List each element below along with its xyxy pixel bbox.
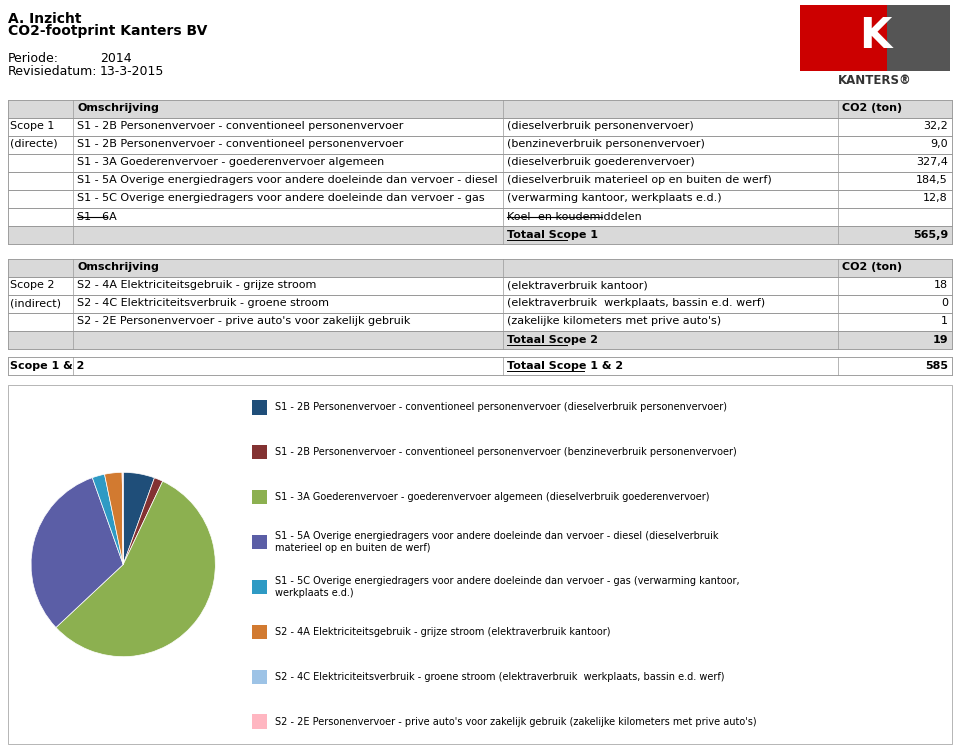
Text: 0: 0 <box>941 298 948 308</box>
Text: CO2-footprint Kanters BV: CO2-footprint Kanters BV <box>8 24 207 38</box>
Text: S1 - 6A: S1 - 6A <box>77 212 117 222</box>
Wedge shape <box>92 474 123 565</box>
Text: (elektraverbruik kantoor): (elektraverbruik kantoor) <box>507 280 648 290</box>
Text: (dieselverbruik materieel op en buiten de werf): (dieselverbruik materieel op en buiten d… <box>507 175 772 185</box>
Text: 327,4: 327,4 <box>916 157 948 167</box>
Text: (verwarming kantoor, werkplaats e.d.): (verwarming kantoor, werkplaats e.d.) <box>507 193 722 203</box>
Text: Revisiedatum:: Revisiedatum: <box>8 65 98 78</box>
Text: (directe): (directe) <box>10 139 58 149</box>
Text: KANTERS®: KANTERS® <box>838 74 912 87</box>
Bar <box>252 580 267 594</box>
Text: Scope 1 & 2: Scope 1 & 2 <box>10 361 84 371</box>
Bar <box>887 5 950 71</box>
Text: CO2 (ton): CO2 (ton) <box>842 262 902 272</box>
Wedge shape <box>122 473 123 565</box>
Bar <box>8 136 952 154</box>
Text: S2 - 2E Personenvervoer - prive auto's voor zakelijk gebruik (zakelijke kilomete: S2 - 2E Personenvervoer - prive auto's v… <box>276 717 757 727</box>
Text: S2 - 4A Elektriciteitsgebruik - grijze stroom: S2 - 4A Elektriciteitsgebruik - grijze s… <box>77 280 317 290</box>
Bar <box>8 357 952 375</box>
Bar <box>252 535 267 549</box>
Text: Omschrijving: Omschrijving <box>77 103 158 113</box>
Bar <box>252 625 267 639</box>
Text: K: K <box>859 14 891 57</box>
Bar <box>252 490 267 504</box>
Wedge shape <box>123 478 162 565</box>
Text: 18: 18 <box>934 280 948 290</box>
Text: S2 - 4C Elektriciteitsverbruik - groene stroom: S2 - 4C Elektriciteitsverbruik - groene … <box>77 298 329 308</box>
Text: 565,9: 565,9 <box>913 230 948 240</box>
Bar <box>8 190 952 208</box>
Text: CO2 (ton): CO2 (ton) <box>842 103 902 113</box>
Text: A. Inzicht: A. Inzicht <box>8 12 82 26</box>
Text: S1 - 5C Overige energiedragers voor andere doeleinde dan vervoer - gas: S1 - 5C Overige energiedragers voor ande… <box>77 193 485 203</box>
Bar <box>252 445 267 459</box>
Text: 12,8: 12,8 <box>924 193 948 203</box>
Text: S2 - 2E Personenvervoer - prive auto's voor zakelijk gebruik: S2 - 2E Personenvervoer - prive auto's v… <box>77 316 410 326</box>
Text: 585: 585 <box>925 361 948 371</box>
Bar <box>8 331 952 349</box>
Wedge shape <box>122 473 123 565</box>
Text: S2 - 4C Elektriciteitsverbruik - groene stroom (elektraverbruik  werkplaats, bas: S2 - 4C Elektriciteitsverbruik - groene … <box>276 672 725 682</box>
Bar <box>8 118 952 136</box>
Text: S1 - 2B Personenvervoer - conventioneel personenvervoer (benzineverbruik persone: S1 - 2B Personenvervoer - conventioneel … <box>276 447 737 458</box>
Text: 13-3-2015: 13-3-2015 <box>100 65 164 78</box>
Text: Scope 1: Scope 1 <box>10 121 55 131</box>
Text: 19: 19 <box>932 335 948 345</box>
Text: Totaal Scope 1 & 2: Totaal Scope 1 & 2 <box>507 361 623 371</box>
Text: 1: 1 <box>941 316 948 326</box>
Text: S1 - 3A Goederenvervoer - goederenvervoer algemeen: S1 - 3A Goederenvervoer - goederenvervoe… <box>77 157 384 167</box>
Text: (benzineverbruik personenvervoer): (benzineverbruik personenvervoer) <box>507 139 705 149</box>
Wedge shape <box>31 478 123 628</box>
Text: Omschrijving: Omschrijving <box>77 262 158 272</box>
Text: 9,0: 9,0 <box>930 139 948 149</box>
Bar <box>8 226 952 244</box>
Text: S2 - 4A Elektriciteitsgebruik - grijze stroom (elektraverbruik kantoor): S2 - 4A Elektriciteitsgebruik - grijze s… <box>276 627 611 637</box>
Text: S1 - 5A Overige energiedragers voor andere doeleinde dan vervoer - diesel: S1 - 5A Overige energiedragers voor ande… <box>77 175 497 185</box>
Text: (zakelijke kilometers met prive auto's): (zakelijke kilometers met prive auto's) <box>507 316 721 326</box>
Text: (elektraverbruik  werkplaats, bassin e.d. werf): (elektraverbruik werkplaats, bassin e.d.… <box>507 298 765 308</box>
Bar <box>8 313 952 331</box>
Wedge shape <box>105 473 123 565</box>
Text: (dieselverbruik goederenvervoer): (dieselverbruik goederenvervoer) <box>507 157 695 167</box>
Bar <box>8 295 952 313</box>
Text: Totaal Scope 2: Totaal Scope 2 <box>507 335 598 345</box>
Text: 184,5: 184,5 <box>916 175 948 185</box>
Bar <box>8 259 952 277</box>
Wedge shape <box>56 481 215 657</box>
Bar <box>8 277 952 295</box>
Text: (dieselverbruik personenvervoer): (dieselverbruik personenvervoer) <box>507 121 694 131</box>
Bar <box>252 715 267 729</box>
Bar <box>8 172 952 190</box>
Text: Scope 2: Scope 2 <box>10 280 55 290</box>
Wedge shape <box>123 473 155 565</box>
Text: S1 - 3A Goederenvervoer - goederenvervoer algemeen (dieselverbruik goederenvervo: S1 - 3A Goederenvervoer - goederenvervoe… <box>276 492 709 502</box>
Text: 32,2: 32,2 <box>924 121 948 131</box>
Bar <box>8 100 952 118</box>
Text: S1 - 2B Personenvervoer - conventioneel personenvervoer: S1 - 2B Personenvervoer - conventioneel … <box>77 121 403 131</box>
Text: S1 - 5C Overige energiedragers voor andere doeleinde dan vervoer - gas (verwarmi: S1 - 5C Overige energiedragers voor ande… <box>276 576 740 598</box>
Text: 2014: 2014 <box>100 52 132 65</box>
Text: S1 - 5A Overige energiedragers voor andere doeleinde dan vervoer - diesel (diese: S1 - 5A Overige energiedragers voor ande… <box>276 531 719 553</box>
Bar <box>252 670 267 684</box>
Bar <box>252 400 267 415</box>
Bar <box>800 5 887 71</box>
Text: (indirect): (indirect) <box>10 298 61 308</box>
Text: Totaal Scope 1: Totaal Scope 1 <box>507 230 598 240</box>
Bar <box>8 385 952 744</box>
Text: Periode:: Periode: <box>8 52 59 65</box>
Text: Koel- en koudemiddelen: Koel- en koudemiddelen <box>507 212 641 222</box>
Bar <box>8 154 952 172</box>
Bar <box>8 208 952 226</box>
Text: S1 - 2B Personenvervoer - conventioneel personenvervoer (dieselverbruik personen: S1 - 2B Personenvervoer - conventioneel … <box>276 402 728 413</box>
Text: S1 - 2B Personenvervoer - conventioneel personenvervoer: S1 - 2B Personenvervoer - conventioneel … <box>77 139 403 149</box>
